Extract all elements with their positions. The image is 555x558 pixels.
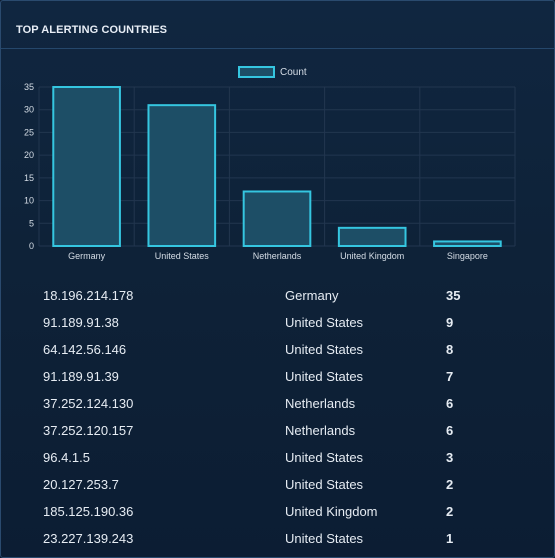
country-name: United Kingdom bbox=[285, 504, 378, 519]
country-name: United States bbox=[285, 342, 364, 357]
ip-address: 91.189.91.38 bbox=[43, 315, 119, 330]
x-tick-label: United States bbox=[155, 251, 210, 261]
y-tick-label: 10 bbox=[24, 196, 34, 206]
y-tick-label: 20 bbox=[24, 150, 34, 160]
ip-address: 96.4.1.5 bbox=[43, 450, 90, 465]
bar-united-states bbox=[147, 104, 217, 247]
table-row: 64.142.56.146 United States 8 bbox=[1, 336, 554, 363]
bar-united-kingdom bbox=[337, 226, 407, 247]
alert-count: 3 bbox=[446, 450, 454, 465]
table-row: 18.196.214.178 Germany 35 bbox=[1, 282, 554, 309]
table-row: 23.227.139.243 United States 1 bbox=[1, 525, 554, 552]
y-tick-label: 0 bbox=[29, 241, 34, 251]
ip-address: 37.252.120.157 bbox=[43, 423, 134, 438]
y-tick-label: 35 bbox=[24, 82, 34, 92]
y-tick-label: 5 bbox=[29, 218, 34, 228]
alert-count: 1 bbox=[446, 531, 454, 546]
table-row: 96.4.1.5 United States 3 bbox=[1, 444, 554, 471]
alert-count: 6 bbox=[446, 423, 454, 438]
ip-address: 18.196.214.178 bbox=[43, 288, 134, 303]
country-name: Netherlands bbox=[285, 423, 356, 438]
x-tick-label: Netherlands bbox=[253, 251, 302, 261]
country-bar-chart: 0 5 10 15 20 25 30 35 Germany United States Nether… bbox=[24, 66, 516, 261]
x-tick-label: United Kingdom bbox=[340, 251, 404, 261]
alert-count: 7 bbox=[446, 369, 454, 384]
y-tick-label: 15 bbox=[24, 173, 34, 183]
panel-header: TOP ALERTING COUNTRIES bbox=[1, 1, 554, 49]
country-name: United States bbox=[285, 531, 364, 546]
table-row: 37.252.120.157 Netherlands 6 bbox=[1, 417, 554, 444]
alerts-table: 18.196.214.178 Germany 35 91.189.91.38 Unite… bbox=[1, 282, 554, 552]
legend-label: Count bbox=[280, 67, 307, 78]
panel-title: TOP ALERTING COUNTRIES bbox=[16, 24, 168, 36]
ip-address: 64.142.56.146 bbox=[43, 342, 127, 357]
bar-singapore bbox=[433, 240, 502, 247]
ip-address: 23.227.139.243 bbox=[43, 531, 134, 546]
alert-count: 2 bbox=[446, 504, 454, 519]
country-name: Netherlands bbox=[285, 396, 356, 411]
alert-count: 35 bbox=[446, 288, 461, 303]
table-row: 185.125.190.36 United Kingdom 2 bbox=[1, 498, 554, 525]
alert-count: 2 bbox=[446, 477, 454, 492]
ip-address: 20.127.253.7 bbox=[43, 477, 119, 492]
country-name: United States bbox=[285, 369, 364, 384]
table-row: 91.189.91.39 United States 7 bbox=[1, 363, 554, 390]
alert-count: 9 bbox=[446, 315, 454, 330]
country-name: Germany bbox=[285, 288, 339, 303]
ip-address: 185.125.190.36 bbox=[43, 504, 134, 519]
ip-address: 91.189.91.39 bbox=[43, 369, 119, 384]
bar-netherlands bbox=[242, 190, 312, 248]
country-name: United States bbox=[285, 477, 364, 492]
x-tick-label: Singapore bbox=[447, 251, 488, 261]
bar-germany bbox=[52, 86, 121, 247]
table-row: 91.189.91.38 United States 9 bbox=[1, 309, 554, 336]
alert-count: 8 bbox=[446, 342, 454, 357]
y-tick-label: 30 bbox=[24, 105, 34, 115]
table-row: 20.127.253.7 United States 2 bbox=[1, 471, 554, 498]
country-name: United States bbox=[285, 315, 364, 330]
table-row: 37.252.124.130 Netherlands 6 bbox=[1, 390, 554, 417]
y-tick-label: 25 bbox=[24, 127, 34, 137]
ip-address: 37.252.124.130 bbox=[43, 396, 134, 411]
x-tick-label: Germany bbox=[68, 251, 106, 261]
alert-count: 6 bbox=[446, 396, 454, 411]
country-name: United States bbox=[285, 450, 364, 465]
legend-swatch bbox=[238, 66, 275, 78]
